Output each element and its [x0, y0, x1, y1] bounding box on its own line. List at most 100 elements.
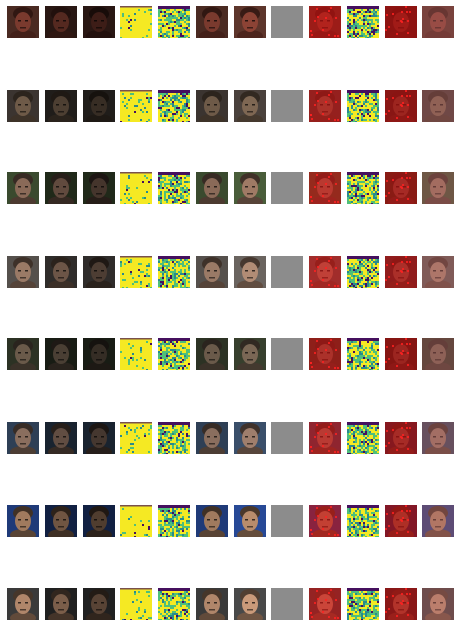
map-cell	[164, 427, 166, 429]
grid-tile-face	[83, 338, 115, 370]
grid-tile-blank	[271, 588, 303, 620]
map-cell	[182, 437, 184, 439]
mouth	[20, 359, 26, 361]
right-eye	[214, 186, 217, 188]
map-cell	[353, 425, 355, 427]
map-cell	[188, 203, 190, 204]
map-cell	[375, 443, 377, 445]
map-cell	[158, 185, 160, 187]
map-cell	[349, 195, 351, 197]
map-cell	[184, 593, 186, 595]
map-cell	[174, 25, 176, 27]
map-cell	[176, 99, 178, 101]
map-cell	[361, 109, 363, 111]
map-cell	[180, 285, 182, 287]
map-cell	[164, 113, 166, 115]
map-cell	[138, 269, 140, 271]
map-cell	[188, 189, 190, 191]
map-cell	[371, 201, 373, 203]
map-cell	[353, 281, 355, 283]
map-cell	[164, 617, 166, 619]
map-cell	[351, 603, 353, 605]
grid-tile-face	[234, 256, 266, 288]
map-cell	[180, 183, 182, 185]
map-cell	[371, 526, 373, 528]
map-cell	[359, 445, 361, 447]
map-cell	[359, 341, 361, 343]
red-pixel	[392, 429, 394, 431]
mouth	[435, 526, 441, 528]
map-cell	[347, 17, 349, 19]
map-cell	[375, 113, 377, 115]
map-cell	[375, 197, 377, 199]
map-cell	[164, 453, 166, 454]
map-cell	[184, 611, 186, 613]
map-cell	[369, 433, 371, 435]
map-cell	[361, 530, 363, 532]
map-cell	[176, 189, 178, 191]
red-pixel	[335, 101, 337, 103]
map-cell	[176, 95, 178, 97]
map-cell	[375, 439, 377, 441]
map-cell	[375, 522, 377, 524]
mouth	[209, 277, 215, 279]
shoulders	[86, 362, 112, 370]
map-cell	[160, 185, 162, 187]
map-cell	[184, 11, 186, 13]
map-cell	[363, 265, 365, 267]
map-cell	[355, 617, 357, 619]
map-cell	[375, 599, 377, 601]
map-cell	[162, 269, 164, 271]
map-cell	[162, 363, 164, 365]
mouth	[20, 443, 26, 445]
map-cell	[361, 345, 363, 347]
map-cell	[160, 447, 162, 449]
map-cell	[369, 431, 371, 433]
map-cell	[355, 427, 357, 429]
map-cell	[180, 345, 182, 347]
map-cell	[355, 13, 357, 15]
map-top-band	[158, 338, 190, 341]
map-cell	[146, 269, 148, 271]
map-cell	[373, 23, 375, 25]
map-cell	[353, 15, 355, 17]
map-cell	[176, 516, 178, 518]
face-image	[234, 90, 266, 122]
map-cell	[166, 93, 168, 95]
left-eye	[433, 20, 436, 22]
map-cell	[367, 175, 369, 177]
map-cell	[120, 265, 122, 267]
map-cell	[186, 203, 188, 204]
map-cell	[357, 347, 359, 349]
map-cell	[355, 193, 357, 195]
shoulders	[86, 30, 112, 38]
map-cell	[136, 599, 138, 601]
map-cell	[174, 611, 176, 613]
map-cell	[357, 113, 359, 115]
map-cell	[122, 508, 124, 510]
map-cell	[367, 193, 369, 195]
map-cell	[166, 279, 168, 281]
map-cell	[188, 15, 190, 17]
map-cell	[375, 271, 377, 273]
map-cell	[347, 273, 349, 275]
map-cell	[371, 363, 373, 365]
map-cell	[174, 433, 176, 435]
redface-image	[309, 90, 341, 122]
right-eye	[252, 352, 255, 354]
map-cell	[150, 343, 152, 345]
map-cell	[369, 445, 371, 447]
map-cell	[128, 199, 130, 201]
face	[430, 428, 446, 448]
map-cell	[377, 425, 379, 427]
map-cell	[361, 279, 363, 281]
map-cell	[172, 512, 174, 514]
map-cell	[377, 115, 379, 117]
map-cell	[182, 425, 184, 427]
map-cell	[124, 357, 126, 359]
map-image	[120, 338, 152, 370]
map-cell	[160, 187, 162, 189]
redface-image	[385, 256, 417, 288]
left-eye	[56, 186, 59, 188]
map-cell	[126, 451, 128, 453]
